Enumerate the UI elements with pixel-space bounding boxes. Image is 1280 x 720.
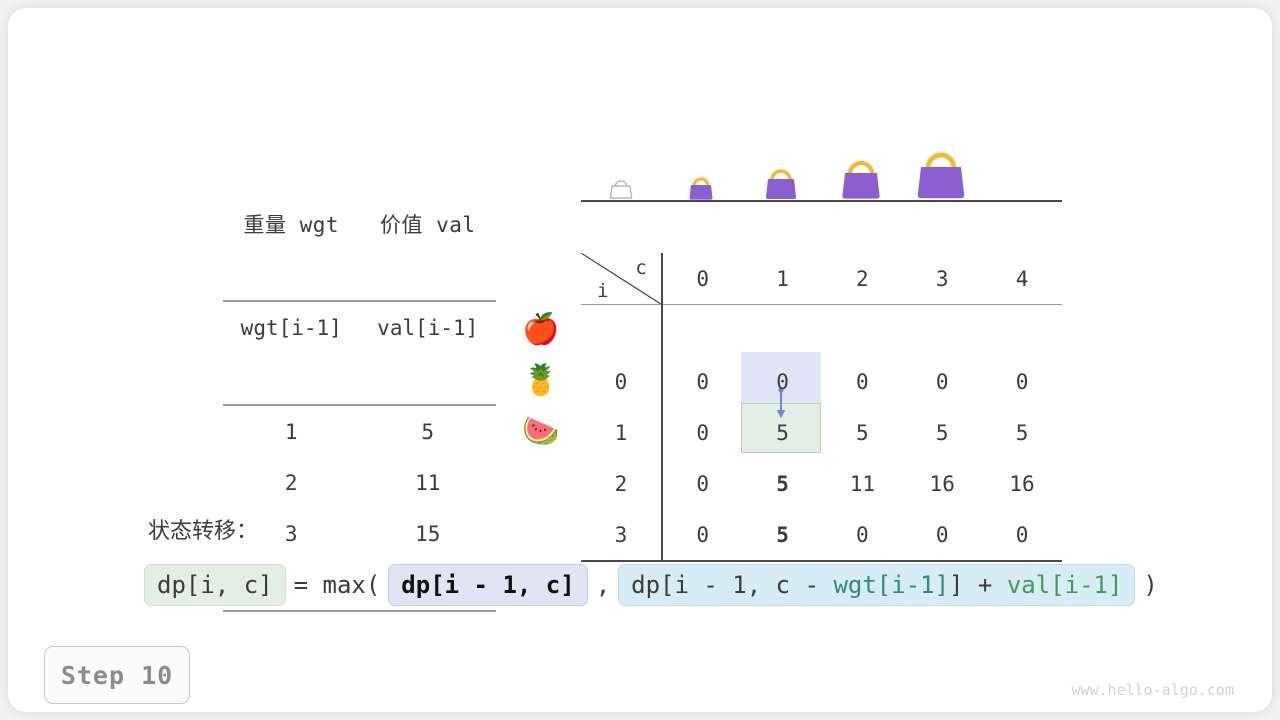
dp-cell-3-0: 0 [696, 522, 710, 547]
transition-formula: dp[i, c] = max( dp[i - 1, c] , dp[i - 1,… [144, 564, 1166, 606]
dp-cell-0-4: 0 [1015, 369, 1029, 394]
formula-term2-val: val[i-1] [1006, 571, 1123, 599]
dp-cell-0-0: 0 [696, 369, 710, 394]
dp-row-header-1: 1 [581, 407, 663, 458]
transition-arrow-icon [776, 387, 786, 418]
dp-cell-1-4: 5 [1015, 420, 1029, 445]
dp-cell-3-2: 0 [856, 522, 869, 547]
dp-cell-1-1: 5 [776, 420, 789, 445]
item-row-3: 3 15 [223, 508, 496, 559]
bag-row [581, 128, 1062, 200]
dp-cell-1-2: 5 [856, 420, 869, 445]
pineapple-icon: 🍍 [522, 363, 560, 398]
slide-card: 重量 wgt 价值 val wgt[i-1] val[i-1] 1 5 2 11 [8, 8, 1272, 712]
formula-term2-mid: ] + [949, 571, 1007, 599]
item-row-2: 2 11 [223, 457, 496, 508]
dp-col-header-4: 4 [1015, 266, 1029, 291]
item-table-rule-top [223, 249, 496, 302]
item-table-rule-mid [223, 353, 496, 406]
dp-table: c i 0 1 2 3 4 0 0 0 0 0 [581, 200, 1062, 613]
apple-icon: 🍎 [522, 312, 560, 347]
dp-row-header-3: 3 [581, 509, 663, 561]
dp-cell-0-2: 0 [856, 369, 869, 394]
formula-lhs: dp[i, c] [144, 564, 286, 606]
item-subheader-val: val[i-1] [377, 315, 479, 340]
bag-icon-0 [581, 176, 661, 200]
dp-cell-1-0: 0 [696, 420, 710, 445]
dp-cell-3-1: 5 [776, 522, 789, 547]
dp-cell-2-2: 11 [849, 471, 875, 496]
item-header-weight: 重量 wgt [243, 212, 340, 237]
dp-cell-0-1: 0 [776, 369, 789, 394]
dp-cell-3-4: 0 [1015, 522, 1029, 547]
item-table: 重量 wgt 价值 val wgt[i-1] val[i-1] 1 5 2 11 [223, 198, 496, 612]
formula-close: ) [1143, 571, 1158, 599]
fruit-column: 🍎 🍍 🍉 [513, 304, 569, 457]
dp-col-header-1: 1 [776, 266, 789, 291]
dp-cell-3-3: 0 [935, 522, 949, 547]
item-row-1: 1 5 [223, 405, 496, 457]
dp-row-header-2: 2 [581, 458, 663, 509]
dp-corner-cell: c i [581, 253, 663, 305]
item-val-1: 5 [421, 419, 435, 444]
watermark: www.hello-algo.com [1071, 681, 1234, 699]
dp-row-2: 2 0 5 11 16 16 [581, 458, 1062, 509]
dp-rule-top [581, 200, 1062, 253]
formula-comma: , [595, 571, 611, 599]
item-header-value: 价值 val [379, 212, 476, 237]
formula-eq: = max( [293, 571, 381, 599]
dp-col-header-3: 3 [935, 266, 949, 291]
dp-cell-2-0: 0 [696, 471, 710, 496]
bag-icon-3 [821, 148, 901, 200]
dp-row-3: 3 0 5 0 0 0 [581, 509, 1062, 561]
item-wgt-3: 3 [284, 521, 298, 546]
item-val-2: 11 [415, 470, 441, 495]
dp-cell-2-4: 16 [1009, 471, 1035, 496]
watermelon-icon: 🍉 [522, 414, 560, 449]
dp-col-header-0: 0 [696, 266, 710, 291]
formula-term2: dp[i - 1, c - wgt[i-1]] + val[i-1] [618, 564, 1136, 606]
formula-term1: dp[i - 1, c] [388, 564, 588, 606]
dp-col-header-2: 2 [856, 266, 869, 291]
item-table-subheader-row: wgt[i-1] val[i-1] [223, 301, 496, 353]
dp-table-wrapper: c i 0 1 2 3 4 0 0 0 0 0 [581, 200, 1062, 613]
item-subheader-wgt: wgt[i-1] [240, 315, 342, 340]
dp-rule-header [581, 304, 1062, 356]
transition-label: 状态转移： [148, 519, 259, 544]
dp-cell-0-3: 0 [935, 369, 949, 394]
dp-row-1: 1 0 5 5 5 5 [581, 407, 1062, 458]
dp-cell-2-3: 16 [929, 471, 955, 496]
dp-corner-col-label: c [635, 257, 647, 279]
dp-corner-row-label: i [597, 280, 609, 302]
dp-row-0: 0 0 0 0 0 0 [581, 356, 1062, 407]
formula-term2-wgt: wgt[i-1] [833, 571, 950, 599]
item-val-3: 15 [415, 521, 441, 546]
dp-header-row: c i 0 1 2 3 4 [581, 253, 1062, 305]
item-table-header-row: 重量 wgt 价值 val [223, 198, 496, 249]
bag-icon-2 [741, 160, 821, 200]
item-wgt-1: 1 [284, 419, 298, 444]
bag-icon-1 [661, 170, 741, 200]
dp-row-header-0: 0 [581, 356, 663, 407]
dp-cell-1-3: 5 [935, 420, 949, 445]
step-badge: Step 10 [44, 646, 190, 704]
formula-term2-pre: dp[i - 1, c - [631, 571, 834, 599]
bag-icon-4 [901, 136, 981, 200]
item-wgt-2: 2 [284, 470, 298, 495]
dp-cell-2-1: 5 [776, 471, 789, 496]
